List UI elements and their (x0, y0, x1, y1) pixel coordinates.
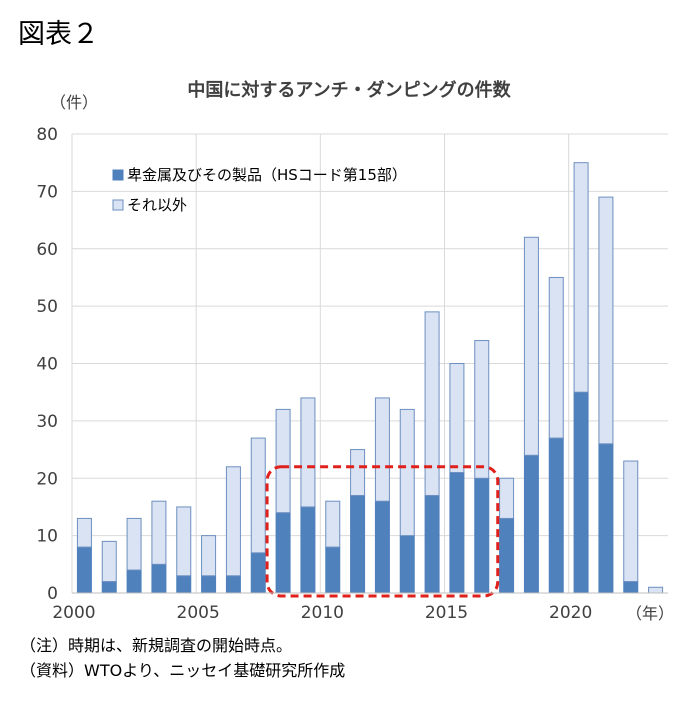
bar-others (151, 500, 167, 565)
y-tick-label: 20 (36, 469, 58, 489)
bar-base-metals (201, 575, 217, 594)
x-tick-labels: 2000 2005 2010 2015 2020 (52, 603, 592, 623)
bar-others (648, 586, 664, 594)
bar-others (201, 535, 217, 577)
bar-others (623, 460, 639, 583)
bar-others (499, 477, 515, 519)
y-tick-label: 0 (47, 584, 58, 604)
highlight-dashed-box (265, 465, 500, 598)
y-tick-label: 50 (36, 297, 58, 317)
bar-base-metals (126, 569, 142, 594)
bar-base-metals (250, 552, 266, 594)
legend-label-base-metals: 卑金属及びその製品（HSコード第15部） (127, 166, 407, 184)
bar-base-metals (374, 500, 390, 594)
bar-others (76, 517, 92, 548)
y-tick-label: 40 (36, 355, 58, 375)
bars (76, 162, 664, 594)
x-tick-label: 2010 (301, 603, 344, 623)
legend-swatch-others (112, 199, 124, 211)
y-tick-label: 80 (36, 125, 58, 145)
bar-base-metals (101, 581, 117, 594)
y-tick-label: 30 (36, 412, 58, 432)
bar-others (225, 466, 241, 577)
bar-base-metals (350, 494, 366, 594)
bar-others (176, 506, 192, 577)
bar-others (424, 311, 440, 496)
bar-others (449, 363, 465, 474)
bar-base-metals (325, 546, 341, 594)
note-text: （注）時期は、新規調査の開始時点。 (20, 636, 293, 655)
bar-base-metals (598, 443, 614, 594)
y-axis-unit: （件） (50, 93, 98, 112)
y-tick-label: 10 (36, 527, 58, 547)
bar-others (300, 397, 316, 508)
figure-label: 図表２ (18, 19, 99, 50)
bar-base-metals (623, 581, 639, 594)
bar-others (325, 500, 341, 548)
bar-chart: 0 10 20 30 40 50 60 70 80 2000 2005 2010 2015 2020 （… (36, 93, 674, 623)
bar-others (250, 437, 266, 554)
bar-others (598, 196, 614, 445)
bar-base-metals (151, 563, 167, 594)
y-tick-label: 70 (36, 182, 58, 202)
x-tick-label: 2015 (425, 603, 468, 623)
bar-base-metals (523, 454, 539, 594)
x-tick-label: 2005 (177, 603, 220, 623)
bar-base-metals (275, 512, 291, 594)
legend-label-others: それ以外 (127, 196, 187, 214)
y-tick-labels: 0 10 20 30 40 50 60 70 80 (36, 125, 58, 604)
legend-swatch-base-metals (112, 169, 124, 181)
bar-base-metals (499, 517, 515, 594)
bar-base-metals (573, 391, 589, 594)
x-tick-label: 2000 (52, 603, 95, 623)
bar-others (548, 276, 564, 439)
bar-others (474, 340, 490, 479)
bar-base-metals (225, 575, 241, 594)
bar-others (101, 540, 117, 583)
bar-base-metals (399, 535, 415, 594)
bar-others (573, 162, 589, 393)
gridlines (71, 133, 668, 593)
x-axis-unit: （年） (626, 604, 674, 623)
bar-base-metals (176, 575, 192, 594)
bar-base-metals (548, 437, 564, 594)
bar-base-metals (424, 494, 440, 594)
bar-base-metals (474, 477, 490, 594)
legend: 卑金属及びその製品（HSコード第15部） それ以外 (112, 166, 407, 214)
bar-others (399, 408, 415, 537)
x-tick-label: 2020 (549, 603, 592, 623)
bar-base-metals (76, 546, 92, 594)
bar-others (523, 236, 539, 456)
bar-others (126, 517, 142, 571)
bar-others (275, 408, 291, 514)
chart-title: 中国に対するアンチ・ダンピングの件数 (187, 80, 511, 101)
source-text: （資料）WTOより、ニッセイ基礎研究所作成 (20, 661, 346, 680)
bar-others (374, 397, 390, 502)
bar-base-metals (300, 506, 316, 594)
bar-base-metals (449, 472, 465, 594)
y-tick-label: 60 (36, 240, 58, 260)
bar-others (350, 449, 366, 496)
